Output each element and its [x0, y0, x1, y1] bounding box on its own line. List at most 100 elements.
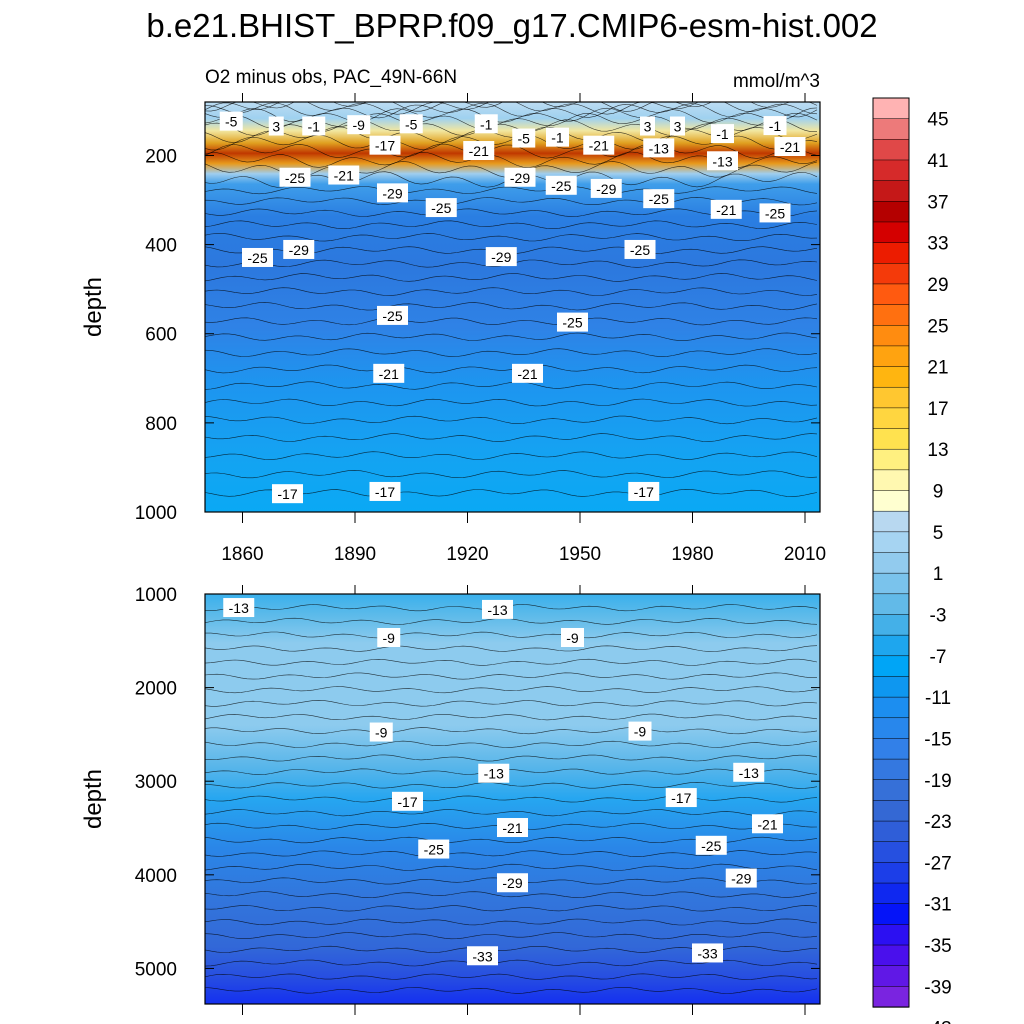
colorbar-label: 45: [927, 110, 948, 131]
contour-label-text: -17: [671, 790, 691, 806]
contour-label-text: -21: [334, 168, 354, 184]
contour-label-text: -25: [431, 200, 451, 216]
colorbar-swatch: [872, 325, 910, 347]
contour-line: [205, 317, 818, 326]
contour-label-box: [478, 763, 510, 783]
y-tick-label: 3000: [135, 772, 177, 793]
bottom-panel: -13 -13 -9 -9 -9 -9 -13 -13 -17 -17 -21 -21 -25 -25 -2…: [80, 585, 821, 1015]
contour-line: [205, 381, 818, 390]
y-tick-label: 1000: [135, 585, 177, 606]
contour-label: -21: [373, 363, 405, 383]
y-tick-label: 2000: [135, 679, 177, 700]
top-panel-frame: [204, 101, 821, 513]
contour-line: [205, 863, 818, 871]
contour-label-text: -9: [383, 630, 396, 646]
contour-label-text: -33: [697, 945, 717, 961]
contour-label-box: [640, 116, 655, 136]
contour-label: -25: [624, 239, 656, 259]
top-panel: -5 3 -1 -9 -5 -1 -5 -1 -21 3 3 -1 -1 -17 -21 -13 -13 -21 -…: [80, 93, 826, 565]
contour-line: [205, 398, 818, 407]
contour-label-text: -29: [502, 875, 522, 891]
contour-label: -25: [643, 189, 675, 209]
y-tick-label: 4000: [135, 866, 177, 887]
top-contour-labels: -5 3 -1 -9 -5 -1 -5 -1 -21 3 3 -1 -1 -17 -21 -13 -13 -21 -…: [219, 111, 806, 504]
contour-label: -25: [377, 305, 408, 325]
contour-label-text: -29: [289, 242, 309, 258]
colorbar-swatch: [872, 428, 910, 450]
contour-label: -21: [774, 137, 806, 157]
contour-label-box: [392, 791, 423, 811]
contour-line: [205, 700, 818, 707]
contour-label-text: -9: [353, 117, 366, 133]
colorbar-swatch: [872, 593, 910, 616]
contour-label: -17: [369, 481, 401, 501]
contour-line: [205, 348, 818, 358]
contour-label-text: -13: [229, 600, 249, 616]
bottom-y-axis-label: depth: [80, 769, 107, 829]
contour-label: -33: [467, 946, 498, 966]
contour-label: -13: [733, 762, 765, 782]
contour-label-box: [279, 167, 311, 187]
contour-label-box: [546, 127, 569, 147]
colorbar-label: -43: [924, 1019, 951, 1024]
contour-label-box: [467, 946, 498, 966]
contour-label: -29: [504, 167, 536, 187]
contour-label-box: [557, 312, 588, 332]
contour-label-box: [624, 239, 656, 259]
contour-label-box: [711, 124, 734, 144]
colorbar: 45 41 37 33 29 25 21 17 13 9 5 1 -3 -7 -11 -15 -19 -23 -27…: [872, 97, 952, 1024]
contour-line: [205, 186, 818, 195]
contour-label-text: -1: [716, 126, 729, 142]
contour-label-text: -25: [630, 242, 650, 258]
colorbar-swatch: [872, 758, 910, 781]
contour-line: [205, 891, 818, 899]
contour-label-box: [328, 165, 360, 185]
contour-label: -25: [759, 203, 791, 223]
contour-label: -1: [474, 114, 498, 134]
colorbar-swatch: [872, 304, 910, 326]
contour-line: [205, 631, 818, 639]
colorbar-label: -15: [924, 729, 951, 750]
top-y-axis-label: depth: [80, 277, 107, 337]
contour-label-text: -5: [225, 114, 238, 130]
colorbar-swatch: [872, 696, 910, 719]
contour-label-box: [482, 599, 513, 619]
colorbar-label: 9: [933, 482, 944, 503]
contour-label: -25: [418, 839, 450, 859]
colorbar-label: 29: [927, 275, 948, 296]
contour-line: [205, 740, 818, 748]
contour-label: -13: [482, 599, 513, 619]
contour-label-text: -13: [487, 602, 507, 618]
contour-line: [205, 686, 818, 694]
contour-label-box: [268, 116, 284, 136]
contour-label-box: [774, 137, 806, 157]
top-axis-ticks: 200 400 600 800 1000 1860 1890 1920 1950 1980 2010: [135, 93, 826, 565]
bottom-panel-frame: [204, 593, 821, 1005]
contour-label-box: [485, 247, 517, 267]
bottom-panel-contours: [205, 604, 818, 994]
contour-label: -21: [328, 165, 360, 185]
contour-label: -1: [711, 124, 734, 144]
x-tick-label: 1980: [671, 544, 713, 565]
y-tick-label: 600: [145, 325, 177, 346]
contour-line: [205, 451, 818, 460]
contour-line: [205, 973, 818, 980]
colorbar-swatch: [872, 531, 910, 554]
colorbar-label: -3: [930, 605, 947, 626]
contour-label-box: [670, 116, 685, 136]
colorbar-swatch: [872, 159, 910, 182]
x-tick-label: 1890: [334, 544, 376, 565]
contour-label: -21: [497, 818, 528, 838]
colorbar-swatch: [872, 490, 910, 512]
colorbar-label: 41: [927, 151, 948, 172]
contour-label: -21: [710, 199, 742, 219]
contour-label-box: [752, 814, 783, 834]
colorbar-label: 37: [927, 192, 948, 213]
contour-line: [205, 781, 818, 789]
contour-label-text: 3: [272, 119, 280, 135]
contour-label: -9: [628, 721, 652, 741]
bottom-contour-labels: -13 -13 -9 -9 -9 -9 -13 -13 -17 -17 -21 -21 -25 -25 -2…: [223, 598, 783, 966]
colorbar-swatch: [872, 118, 910, 140]
contour-line: [205, 713, 818, 721]
contour-label-text: -9: [634, 724, 647, 740]
